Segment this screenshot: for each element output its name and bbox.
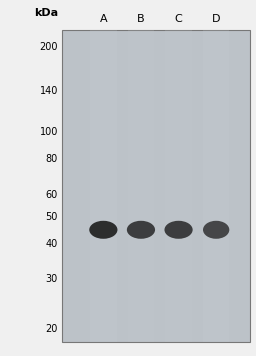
Text: C: C — [175, 14, 183, 24]
Text: 40: 40 — [46, 239, 58, 249]
Text: 100: 100 — [40, 127, 58, 137]
Ellipse shape — [203, 221, 229, 239]
Text: 50: 50 — [46, 212, 58, 222]
Text: 20: 20 — [46, 324, 58, 334]
Ellipse shape — [127, 221, 155, 239]
Ellipse shape — [89, 221, 118, 239]
Bar — [165, 30, 192, 342]
Text: 80: 80 — [46, 155, 58, 164]
Text: 140: 140 — [40, 86, 58, 96]
Text: A: A — [100, 14, 107, 24]
Ellipse shape — [164, 221, 193, 239]
Text: kDa: kDa — [34, 8, 58, 18]
Bar — [90, 30, 116, 342]
Bar — [203, 30, 229, 342]
Text: 200: 200 — [39, 42, 58, 52]
Text: 60: 60 — [46, 189, 58, 200]
Bar — [128, 30, 154, 342]
Bar — [62, 30, 250, 342]
Text: B: B — [137, 14, 145, 24]
Text: 30: 30 — [46, 274, 58, 284]
Text: D: D — [212, 14, 220, 24]
